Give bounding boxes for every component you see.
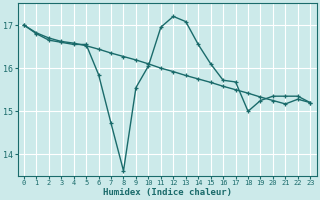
X-axis label: Humidex (Indice chaleur): Humidex (Indice chaleur) — [103, 188, 232, 197]
